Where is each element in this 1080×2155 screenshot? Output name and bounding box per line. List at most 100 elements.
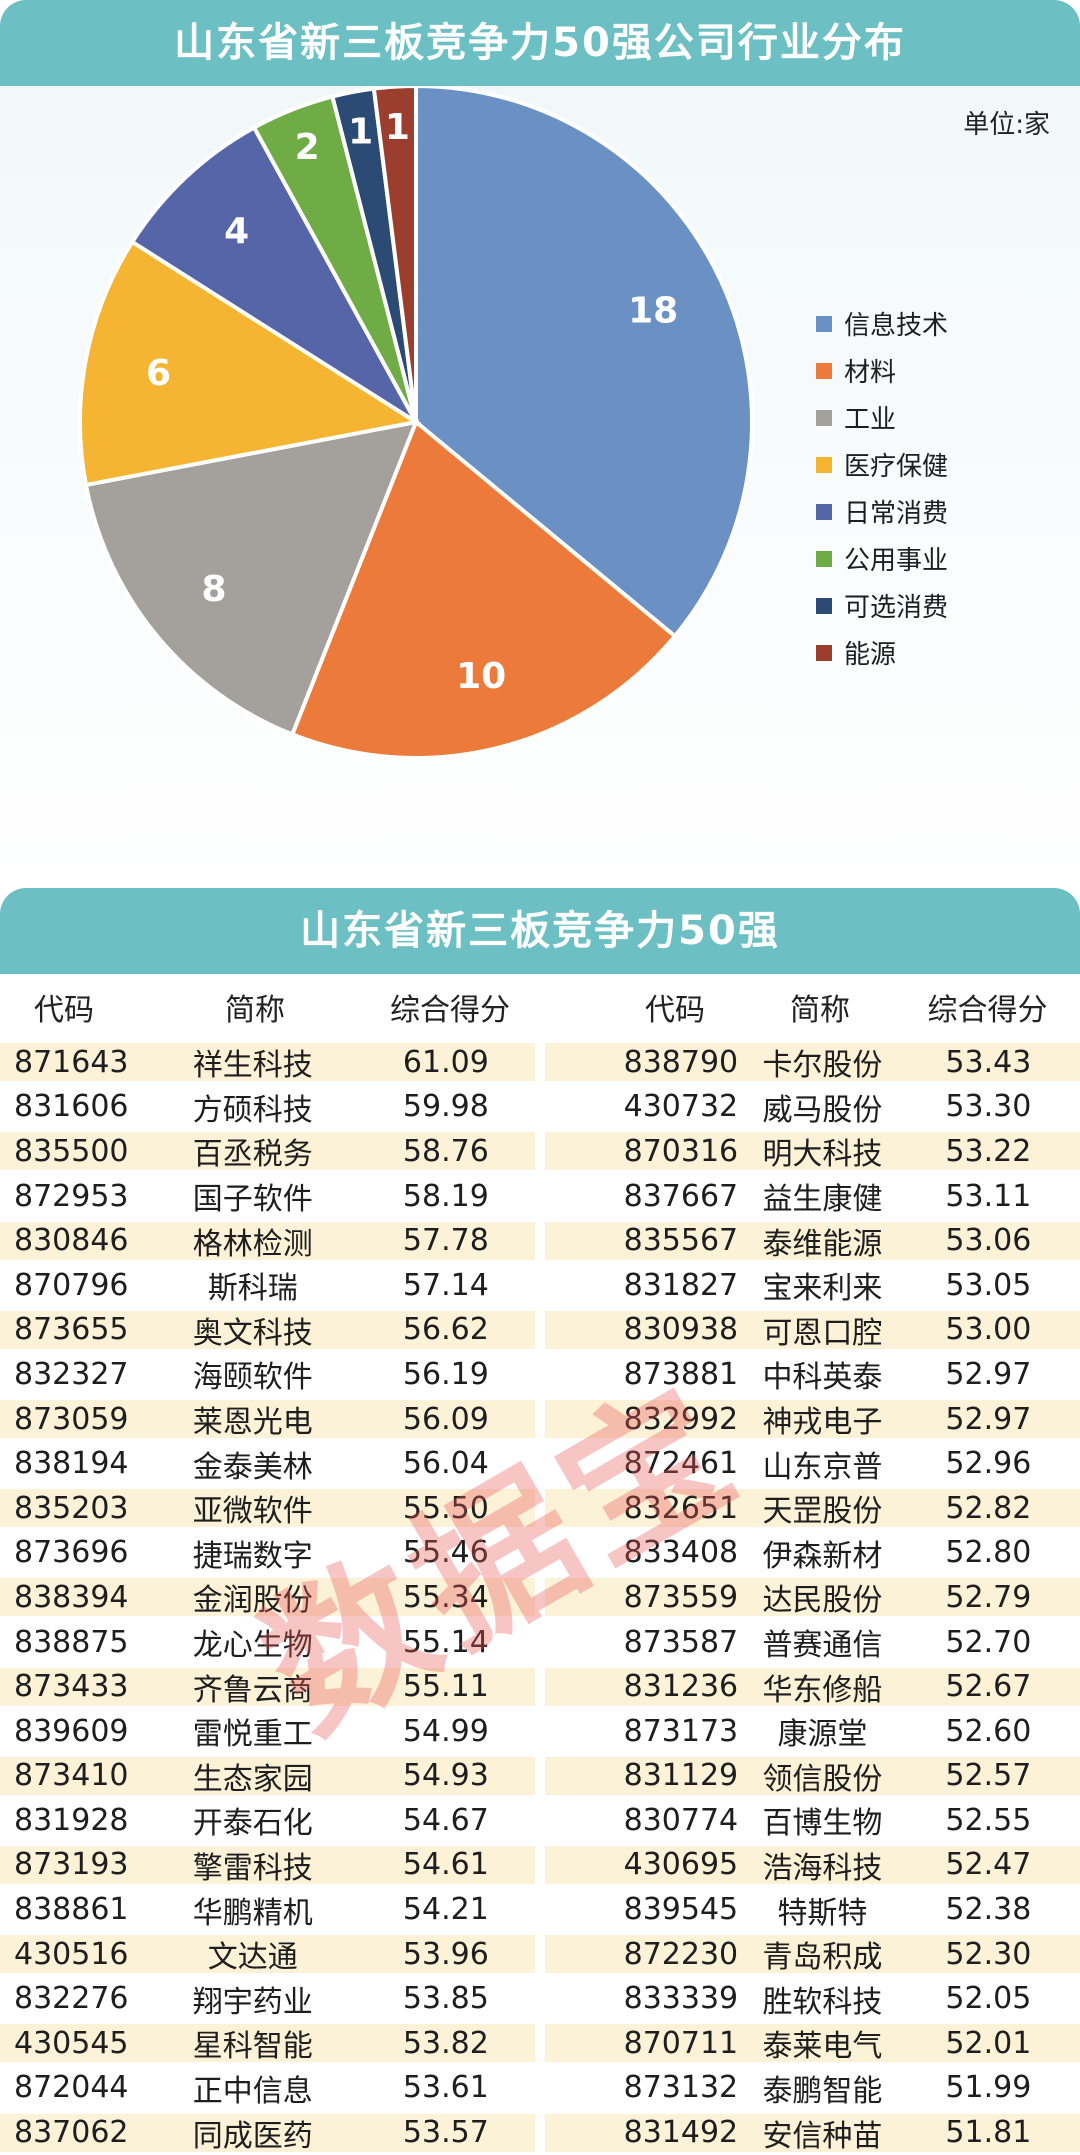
legend-swatch xyxy=(816,597,832,614)
stock-name: 生态家园 xyxy=(192,1761,313,1797)
left-row-group: 835500 百丞税务 58.76 xyxy=(0,1132,535,1172)
composite-score: 56.04 xyxy=(402,1446,489,1482)
composite-score: 52.82 xyxy=(945,1490,1032,1526)
stock-name: 擎雷科技 xyxy=(192,1850,313,1886)
composite-score: 57.14 xyxy=(402,1267,489,1303)
table-title: 山东省新三板竞争力50强 xyxy=(300,908,780,954)
stock-name: 国子软件 xyxy=(192,1182,313,1218)
composite-score: 52.97 xyxy=(945,1401,1032,1437)
composite-score: 55.50 xyxy=(402,1490,489,1526)
right-row-group: 430732 威马股份 53.30 xyxy=(545,1088,1080,1128)
stock-code: 830938 xyxy=(623,1312,739,1348)
pie-data-label: 18 xyxy=(628,290,678,331)
stock-code: 873881 xyxy=(623,1356,739,1392)
composite-score: 53.57 xyxy=(402,2115,489,2151)
chart-title-banner: 山东省新三板竞争力50强公司行业分布 xyxy=(0,0,1080,86)
pie-data-label: 8 xyxy=(202,569,227,610)
table-row: 831606 方硕科技 59.98 430732 威马股份 53.30 xyxy=(0,1085,1080,1130)
legend-swatch xyxy=(816,409,832,426)
ranking-table: 代码 简称 综合得分 代码 简称 综合得分 871643 祥生科技 61.09 838… xyxy=(0,974,1080,2155)
left-row-group: 835203 亚微软件 55.50 xyxy=(0,1489,535,1529)
right-row-group: 830938 可恩口腔 53.00 xyxy=(545,1310,1080,1351)
right-row-group: 870711 泰莱电气 52.01 xyxy=(545,2024,1080,2064)
composite-score: 52.70 xyxy=(945,1624,1032,1660)
right-row-group: 831492 安信种苗 51.81 xyxy=(545,2113,1080,2154)
pie-data-label: 6 xyxy=(146,353,171,394)
left-row-group: 837062 同成医药 53.57 xyxy=(0,2113,535,2154)
stock-name: 金润股份 xyxy=(192,1583,313,1619)
stock-name: 安信种苗 xyxy=(762,2118,883,2154)
left-row-group: 871643 祥生科技 61.09 xyxy=(0,1043,535,1083)
stock-code: 872230 xyxy=(623,1936,739,1972)
legend-label: 信息技术 xyxy=(844,311,949,341)
table-body: 871643 祥生科技 61.09 838790 卡尔股份 53.43 831606 方硕科技… xyxy=(0,1040,1080,2155)
stock-code: 430516 xyxy=(14,1936,129,1972)
composite-score: 52.01 xyxy=(945,2025,1032,2061)
table-row: 838194 金泰美林 56.04 872461 山东京普 52.96 xyxy=(0,1441,1080,1486)
pie-slice-5 xyxy=(129,124,418,424)
stock-name: 普赛通信 xyxy=(762,1628,883,1664)
pie-data-label: 4 xyxy=(224,211,249,252)
right-row-group: 831827 宝来利来 53.05 xyxy=(545,1266,1080,1307)
stock-code: 838790 xyxy=(623,1044,739,1080)
stock-name: 威马股份 xyxy=(762,1092,883,1128)
composite-score: 52.38 xyxy=(945,1892,1032,1928)
stock-code: 830774 xyxy=(623,1802,739,1838)
left-row-group: 872044 正中信息 53.61 xyxy=(0,2069,535,2109)
stock-code: 430695 xyxy=(623,1847,739,1883)
stock-code: 873410 xyxy=(14,1758,129,1794)
table-row: 838861 华鹏精机 54.21 839545 特斯特 52.38 xyxy=(0,1887,1080,1932)
composite-score: 52.97 xyxy=(945,1356,1032,1392)
legend-item: 可选消费 xyxy=(816,582,948,629)
stock-code: 873173 xyxy=(623,1713,739,1749)
stock-code: 833408 xyxy=(623,1535,739,1571)
stock-name: 星科智能 xyxy=(192,2029,313,2065)
stock-name: 齐鲁云商 xyxy=(192,1672,313,1708)
right-row-group: 873132 泰鹏智能 51.99 xyxy=(545,2069,1080,2109)
stock-name: 海颐软件 xyxy=(192,1360,313,1396)
composite-score: 58.19 xyxy=(402,1178,489,1214)
composite-score: 52.47 xyxy=(945,1847,1032,1883)
stock-code: 831129 xyxy=(623,1758,739,1794)
left-row-group: 873410 生态家园 54.93 xyxy=(0,1756,535,1797)
legend-swatch xyxy=(816,456,832,473)
table-row: 430545 星科智能 53.82 870711 泰莱电气 52.01 xyxy=(0,2021,1080,2066)
stock-name: 龙心生物 xyxy=(192,1628,313,1664)
stock-name: 华东修船 xyxy=(762,1672,883,1708)
stock-code: 873433 xyxy=(14,1669,129,1705)
stock-name: 卡尔股份 xyxy=(762,1048,883,1084)
stock-name: 青岛积成 xyxy=(762,1940,883,1976)
stock-code: 832651 xyxy=(623,1490,739,1526)
table-row: 871643 祥生科技 61.09 838790 卡尔股份 53.43 xyxy=(0,1040,1080,1085)
stock-name: 格林检测 xyxy=(192,1226,313,1262)
composite-score: 53.61 xyxy=(402,2070,489,2106)
legend-swatch xyxy=(816,362,832,379)
stock-code: 837667 xyxy=(623,1178,739,1214)
composite-score: 52.55 xyxy=(945,1802,1032,1838)
stock-code: 832276 xyxy=(14,1981,129,2017)
stock-code: 838394 xyxy=(14,1579,129,1615)
right-row-group: 873881 中科英泰 52.97 xyxy=(545,1355,1080,1396)
table-title-banner: 山东省新三板竞争力50强 xyxy=(0,888,1080,974)
left-row-group: 839609 雷悦重工 54.99 xyxy=(0,1712,535,1753)
stock-name: 中科英泰 xyxy=(762,1360,883,1396)
unit-label: 单位:家 xyxy=(963,110,1050,140)
left-row-group: 870796 斯科瑞 57.14 xyxy=(0,1266,535,1307)
left-row-group: 873655 奥文科技 56.62 xyxy=(0,1310,535,1351)
legend-item: 工业 xyxy=(816,394,948,441)
table-row: 873696 捷瑞数字 55.46 833408 伊森新材 52.80 xyxy=(0,1531,1080,1576)
right-row-group: 870316 明大科技 53.22 xyxy=(545,1132,1080,1172)
composite-score: 53.00 xyxy=(945,1312,1032,1348)
stock-name: 奥文科技 xyxy=(192,1315,313,1351)
stock-name: 莱恩光电 xyxy=(192,1405,313,1441)
chart-title: 山东省新三板竞争力50强公司行业分布 xyxy=(174,20,906,66)
legend-item: 能源 xyxy=(816,629,948,676)
left-row-group: 838394 金润股份 55.34 xyxy=(0,1578,535,1619)
stock-name: 天罡股份 xyxy=(762,1494,883,1530)
header-name: 简称 xyxy=(790,993,850,1028)
composite-score: 52.80 xyxy=(945,1535,1032,1571)
stock-name: 泰维能源 xyxy=(762,1226,883,1262)
stock-code: 838875 xyxy=(14,1624,129,1660)
left-row-group: 430545 星科智能 53.82 xyxy=(0,2024,535,2065)
composite-score: 54.99 xyxy=(402,1713,489,1749)
